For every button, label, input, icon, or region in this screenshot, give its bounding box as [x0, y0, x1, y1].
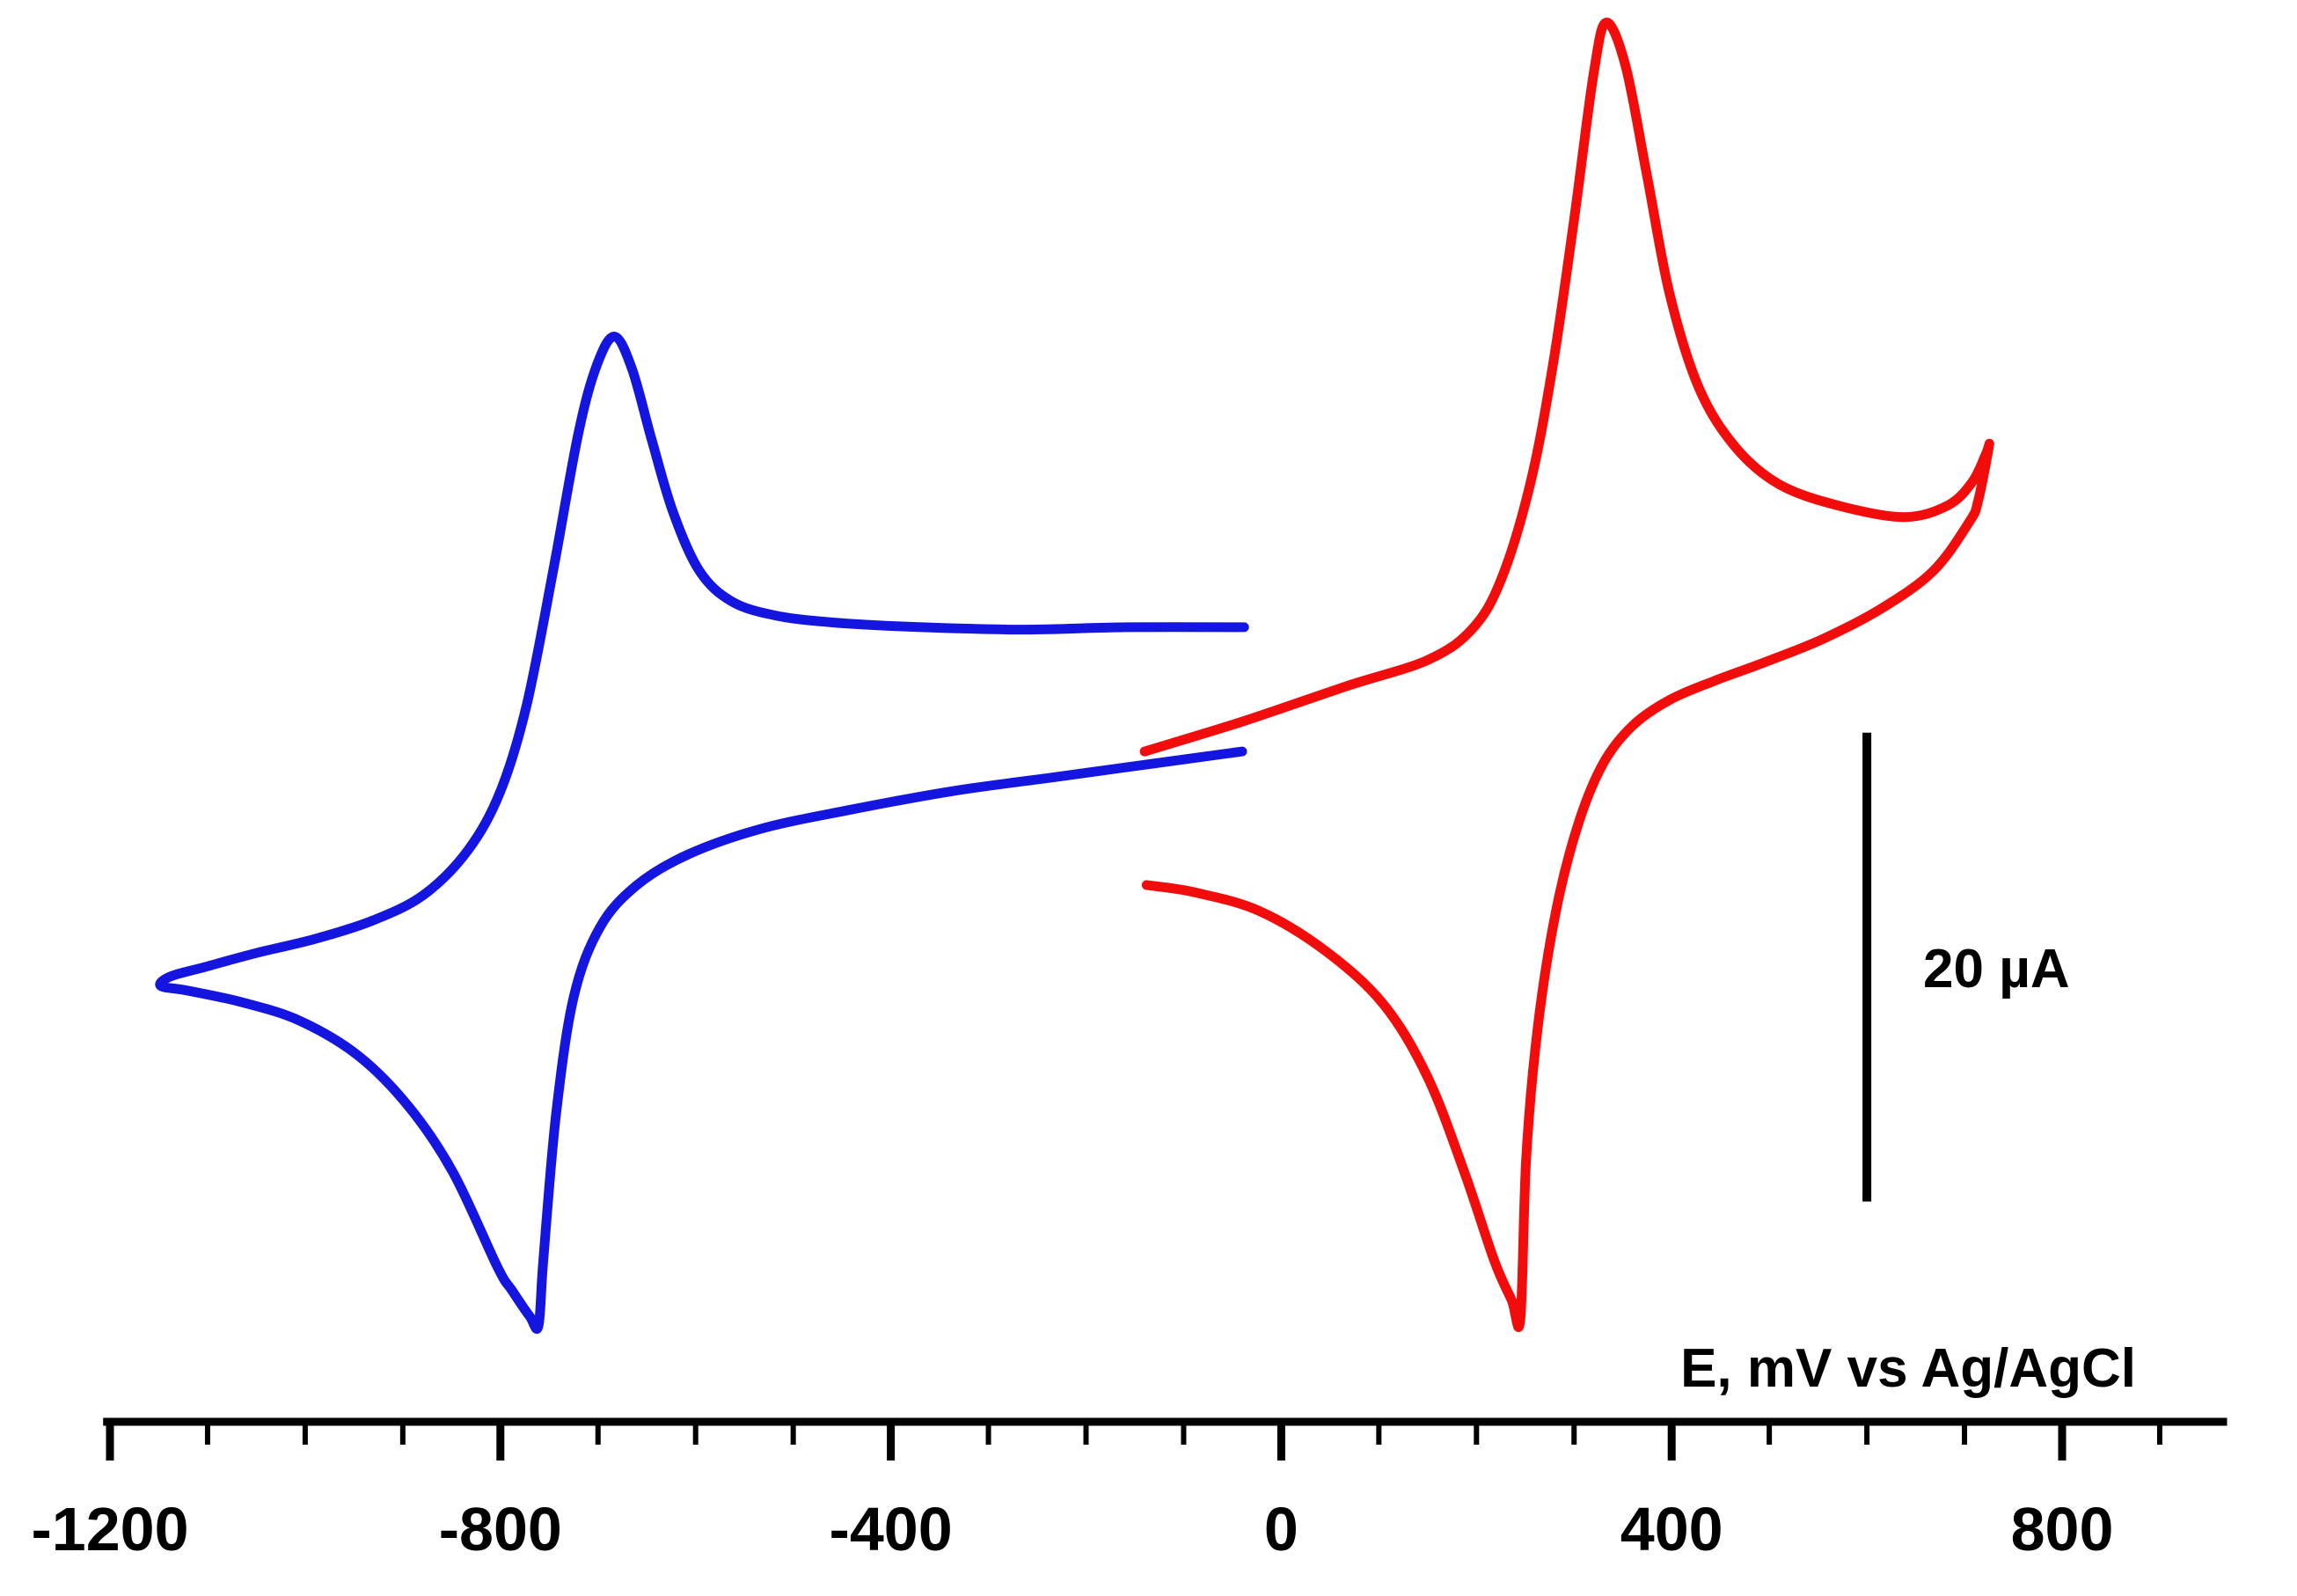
x-axis-title: E, mV vs Ag/AgCl	[1680, 1338, 2136, 1399]
curve-blue-voltammogram	[155, 332, 1249, 1335]
curves-layer	[155, 18, 1994, 1335]
x-tick-label: -800	[439, 1495, 562, 1563]
x-tick-label: 0	[1264, 1495, 1298, 1563]
x-tick-label: 800	[2011, 1495, 2114, 1563]
x-tick-label: -1200	[31, 1495, 188, 1563]
x-tick-label: -400	[830, 1495, 953, 1563]
x-tick-label: 400	[1620, 1495, 1723, 1563]
curve-red-voltammogram	[1139, 18, 1994, 1332]
current-scale-bar-label: 20 µA	[1923, 939, 2070, 999]
x-axis: -1200 -800 -400 0 400 800	[31, 1417, 2228, 1563]
